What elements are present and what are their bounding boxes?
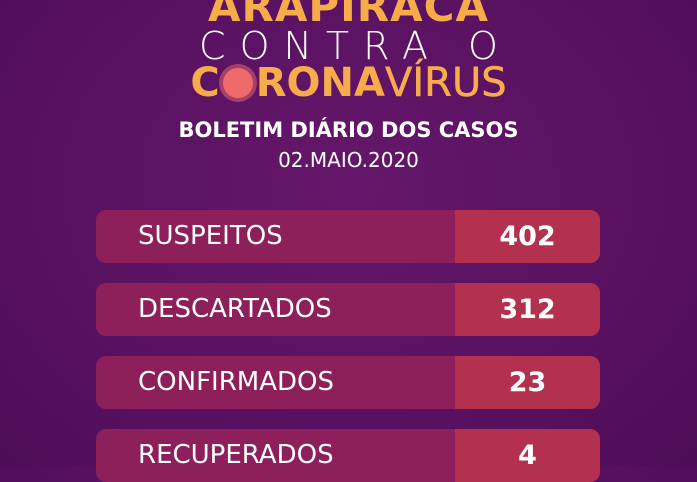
stat-value: 402 (455, 210, 600, 263)
stat-label: CONFIRMADOS (138, 367, 334, 397)
stat-value: 23 (455, 356, 600, 409)
title-contra: CONTRA O (199, 24, 512, 68)
subtitle: BOLETIM DIÁRIO DOS CASOS (178, 118, 519, 142)
stat-label: RECUPERADOS (138, 440, 334, 470)
virus-icon (222, 68, 253, 98)
stat-row-confirmados: CONFIRMADOS 23 (96, 356, 600, 409)
stat-row-recuperados: RECUPERADOS 4 (96, 429, 600, 482)
stat-value: 312 (455, 283, 600, 336)
date: 02.MAIO.2020 (278, 148, 419, 172)
title-virus: VÍRUS (384, 60, 507, 107)
stat-value: 4 (455, 429, 600, 482)
title-c: C (190, 60, 220, 106)
title-rona: RONA (255, 60, 385, 106)
stat-row-suspeitos: SUSPEITOS 402 (96, 210, 600, 263)
stat-label: SUSPEITOS (138, 221, 283, 251)
title-city: ARAPIRACA (208, 0, 489, 31)
title-coronavirus: C RONAVÍRUS (0, 60, 697, 107)
stat-label: DESCARTADOS (138, 294, 332, 324)
stat-row-descartados: DESCARTADOS 312 (96, 283, 600, 336)
